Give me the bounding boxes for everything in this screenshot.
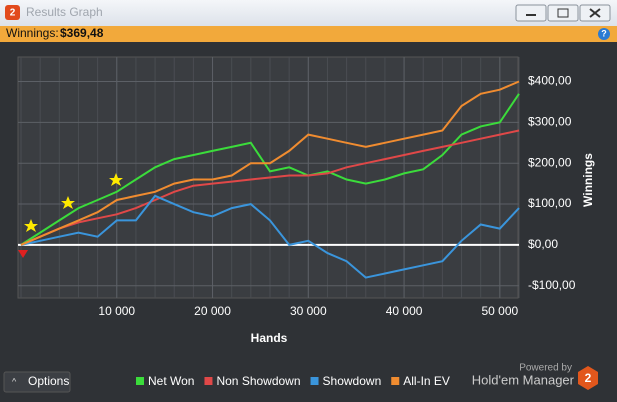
y-tick-label: $0,00 — [528, 237, 558, 251]
legend-label: Net Won — [148, 374, 194, 388]
summary-label: Winnings: — [6, 26, 59, 40]
y-tick-label: $400,00 — [528, 74, 572, 88]
series-line — [20, 194, 520, 279]
legend-swatch — [391, 377, 400, 385]
y-tick-label: -$100,00 — [528, 278, 576, 292]
minimize-button[interactable] — [515, 4, 547, 22]
legend-swatch — [310, 377, 319, 385]
red-marker — [18, 250, 28, 258]
app-icon — [5, 5, 20, 20]
app-icon-text: 2 — [10, 8, 16, 19]
star — [61, 196, 75, 209]
legend-label: All-In EV — [403, 374, 450, 388]
help-glyph: ? — [601, 28, 607, 38]
help-button[interactable] — [598, 28, 610, 40]
x-tick-label: 50 000 — [481, 304, 518, 318]
star — [109, 173, 123, 186]
summary-value: $369,48 — [60, 26, 104, 40]
x-axis-label: Hands — [251, 331, 288, 345]
window-title: Results Graph — [26, 5, 103, 19]
y-tick-label: $100,00 — [528, 196, 572, 210]
x-tick-label: 30 000 — [290, 304, 327, 318]
brand: Hold'em Manager — [472, 372, 575, 387]
series-line — [20, 80, 520, 246]
options-button[interactable] — [3, 371, 71, 393]
legend-label: Non Showdown — [216, 374, 300, 388]
brand-logo — [578, 366, 598, 390]
series-line — [20, 129, 520, 246]
x-tick-label: 20 000 — [194, 304, 231, 318]
maximize-button[interactable] — [547, 4, 579, 22]
legend-swatch — [136, 377, 144, 385]
options-caret: ^ — [12, 376, 17, 386]
title-bar — [0, 0, 617, 26]
star — [24, 219, 38, 232]
powered-by: Powered by — [519, 363, 572, 374]
y-tick-label: $200,00 — [528, 155, 572, 169]
close-glyph — [589, 8, 601, 18]
plot: 10 000 20 000 30 000 40 000 50 000 -$100,00 $0… — [18, 57, 576, 318]
legend-label: Showdown — [323, 374, 382, 388]
x-tick-label: 10 000 — [98, 304, 135, 318]
brand-logo-text: 2 — [585, 371, 592, 385]
markers — [18, 173, 123, 258]
options-text: Options — [28, 374, 69, 388]
summary-bar — [0, 26, 617, 42]
y-axis-label: Winnings — [581, 153, 595, 207]
maximize-glyph — [557, 8, 569, 18]
x-tick-label: 40 000 — [386, 304, 423, 318]
legend-swatch — [204, 377, 213, 385]
series-line — [20, 93, 520, 246]
legend: Net Won Non Showdown Showdown All-In EV — [136, 374, 450, 388]
y-tick-label: $300,00 — [528, 115, 572, 129]
